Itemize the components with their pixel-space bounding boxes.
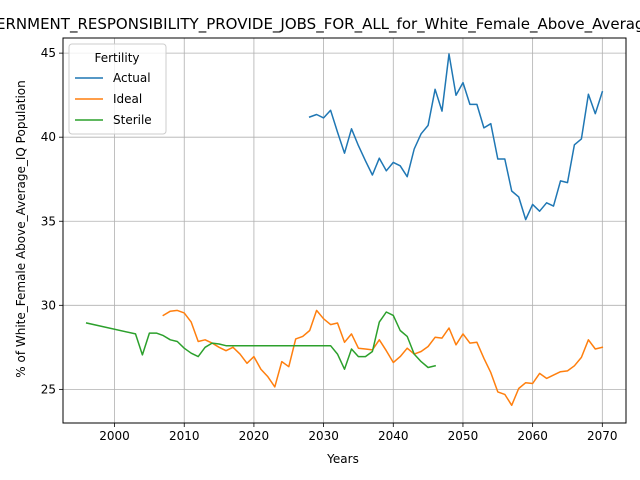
- y-tick-label: 45: [41, 46, 56, 60]
- y-tick-label: 35: [41, 214, 56, 228]
- x-tick-label: 2050: [448, 429, 479, 443]
- y-axis-label: % of White_Female Above_Average_IQ Popul…: [14, 80, 28, 377]
- chart-title: GOVERNMENT_RESPONSIBILITY_PROVIDE_JOBS_F…: [0, 15, 640, 34]
- y-tick-label: 25: [41, 382, 56, 396]
- x-tick-label: 2070: [587, 429, 618, 443]
- x-tick-label: 2000: [99, 429, 130, 443]
- legend-label-ideal: Ideal: [113, 92, 142, 106]
- series-line-actual: [308, 53, 604, 221]
- legend-label-sterile: Sterile: [113, 113, 152, 127]
- x-tick-label: 2020: [239, 429, 270, 443]
- grid-lines: [63, 38, 626, 423]
- legend-title: Fertility: [94, 51, 139, 65]
- series-line-ideal: [162, 309, 604, 407]
- plot-frame: [62, 37, 627, 424]
- y-tick-label: 30: [41, 298, 56, 312]
- series-line-sterile: [85, 311, 437, 370]
- y-tick-label: 40: [41, 130, 56, 144]
- legend: Fertility Actual Ideal Sterile: [68, 43, 167, 135]
- x-tick-label: 2040: [378, 429, 409, 443]
- x-tick-label: 2060: [517, 429, 548, 443]
- x-tick-label: 2030: [308, 429, 339, 443]
- legend-label-actual: Actual: [113, 71, 151, 85]
- axis-ticks: 2000 2010 2020 2030 2040 2050 2060 2070 25 30 35 40…: [41, 46, 618, 443]
- x-axis-label: Years: [326, 452, 359, 466]
- legend-frame: [68, 43, 167, 135]
- series-lines: [85, 53, 604, 407]
- x-tick-label: 2010: [169, 429, 200, 443]
